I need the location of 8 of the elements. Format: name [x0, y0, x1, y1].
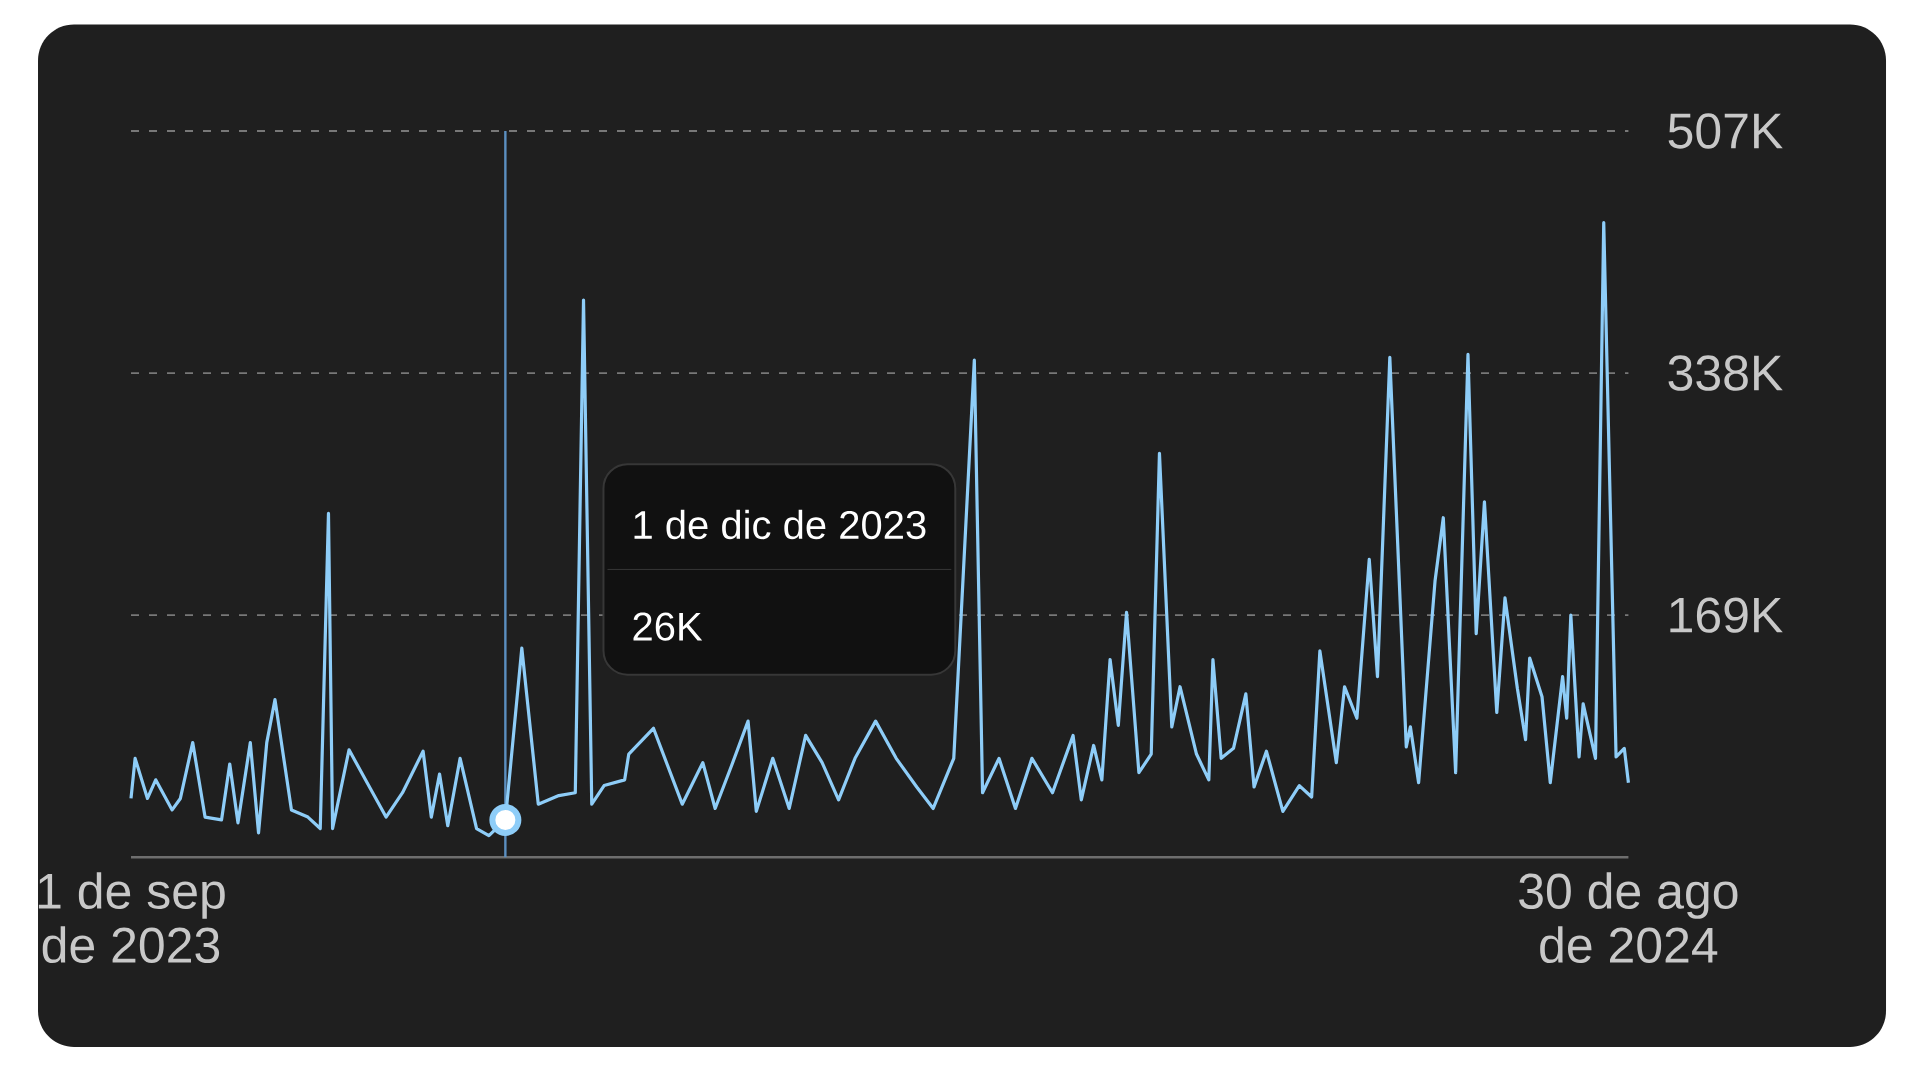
- x-tick-label: 1 de sep de 2023: [38, 872, 225, 963]
- line-series: [129, 221, 1631, 838]
- y-tick-label: 507K: [1668, 113, 1783, 149]
- y-tick-label: 169K: [1670, 597, 1783, 633]
- annotation: 1 de dic de 2023: [634, 509, 926, 540]
- annotation: 26K: [633, 612, 703, 641]
- y-tick-label: 338K: [1668, 355, 1783, 391]
- x-tick-label: 30 de ago de 2024: [1519, 872, 1738, 963]
